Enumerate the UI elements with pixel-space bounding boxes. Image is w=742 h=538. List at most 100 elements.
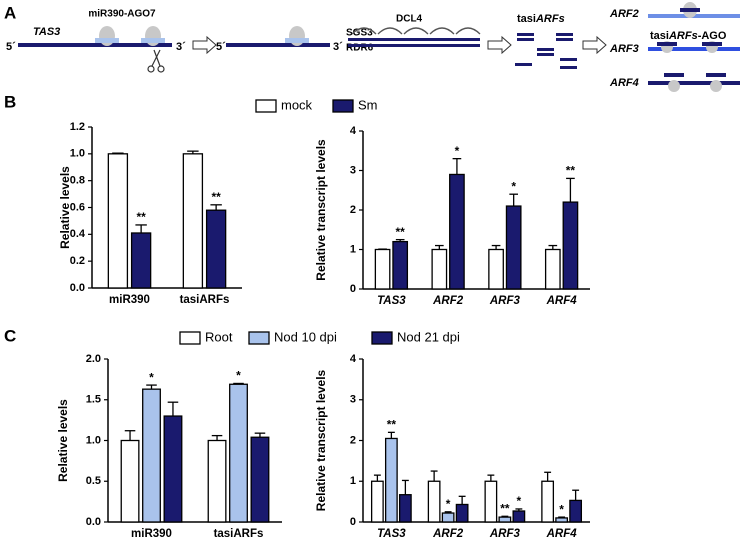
bar [449,173,465,290]
label: 3´ [333,41,343,53]
bar [182,153,204,289]
bar [541,480,555,523]
y-tick-label: 1.2 [70,121,85,133]
bar [142,388,161,523]
bar [484,480,498,523]
label: tasiARFs [517,13,565,25]
label: 5´ [216,41,226,53]
legend-label: Root [205,329,233,344]
panel-label: C [4,326,16,345]
label: 3´ [176,41,186,53]
legend-swatch [332,99,354,113]
y-tick-label: 1.5 [86,394,101,406]
y-tick-label: 2 [350,204,356,216]
y-axis-label: Relative transcript levels [314,139,328,281]
legend-label: mock [281,97,313,112]
x-tick-label: ARF2 [432,295,464,307]
y-tick-label: 0 [350,283,356,295]
legend-label: Sm [358,97,378,112]
bar [455,503,469,523]
mirna [141,38,165,43]
y-tick-label: 2.0 [86,353,101,365]
label: tasi [517,13,536,25]
y-tick-label: 0 [350,516,356,528]
significance: * [559,502,564,516]
ago [710,80,722,92]
significance: * [455,144,460,158]
dsrna [348,44,480,47]
panel-label: B [4,92,16,111]
y-tick-label: 3 [350,394,356,406]
rna [226,43,330,47]
bar [250,436,270,523]
dsrna [348,38,480,41]
legend-label: Nod 21 dpi [397,329,460,344]
y-tick-label: 0.8 [70,175,85,187]
ago [668,80,680,92]
y-tick-label: 1.0 [70,148,85,160]
mrna [648,81,740,85]
arrow [487,35,512,55]
legend-swatch [248,331,270,345]
bar [205,209,227,289]
label: TAS3 [33,26,60,38]
bar [392,240,409,290]
bar [562,201,579,290]
scissors [147,49,165,73]
bar [427,480,441,523]
x-tick-label: tasiARFs [180,294,230,306]
label: -AGO [698,30,727,42]
bar [107,153,129,289]
y-axis-label: Relative levels [56,399,70,482]
x-tick-label: miR390 [109,294,150,306]
y-tick-label: 0.6 [70,201,85,213]
sirna [664,73,684,77]
label: 5´ [6,41,16,53]
y-tick-label: 0.5 [86,475,101,487]
x-tick-label: ARF2 [432,528,464,538]
label: tasi [650,30,669,42]
significance: * [446,497,451,511]
label: RDR6 [346,43,374,54]
significance: ** [136,210,146,224]
legend-label: Nod 10 dpi [274,329,337,344]
sirna [706,73,726,77]
bar [384,437,398,523]
sirna [680,8,700,12]
bar [207,439,227,523]
bar [488,248,504,290]
significance: ** [500,501,510,515]
significance: ** [211,190,221,204]
bar [398,494,412,523]
legend-swatch [255,99,277,113]
significance: ** [387,418,397,432]
x-tick-label: ARF4 [546,528,578,538]
mrna [648,47,740,51]
label: DCL4 [396,14,423,25]
y-tick-label: 0.4 [70,228,86,240]
significance: * [149,370,154,384]
y-tick-label: 3 [350,164,356,176]
bar [544,248,561,290]
x-tick-label: ARF4 [546,295,578,307]
cleavage-arrows [351,27,481,35]
bar [370,480,384,523]
diagram: A B C miR390-AGO7 5´ TAS3 3´ 5´ 3´ SGS3 … [4,2,740,345]
bar [569,499,583,523]
y-tick-label: 0.0 [86,516,101,528]
bar [555,517,569,523]
sirna [657,42,677,46]
sirnas [515,33,577,69]
label: tasiARFs-AGO [650,30,727,42]
x-tick-label: ARF3 [489,528,521,538]
bar [431,248,448,290]
y-tick-label: 0.2 [70,255,85,267]
legend-swatch [179,331,201,345]
y-tick-label: 4 [350,353,357,365]
bar [163,415,183,523]
arrow [192,35,217,55]
y-tick-label: 1 [350,475,356,487]
x-tick-label: TAS3 [377,528,406,538]
bar [512,510,526,523]
